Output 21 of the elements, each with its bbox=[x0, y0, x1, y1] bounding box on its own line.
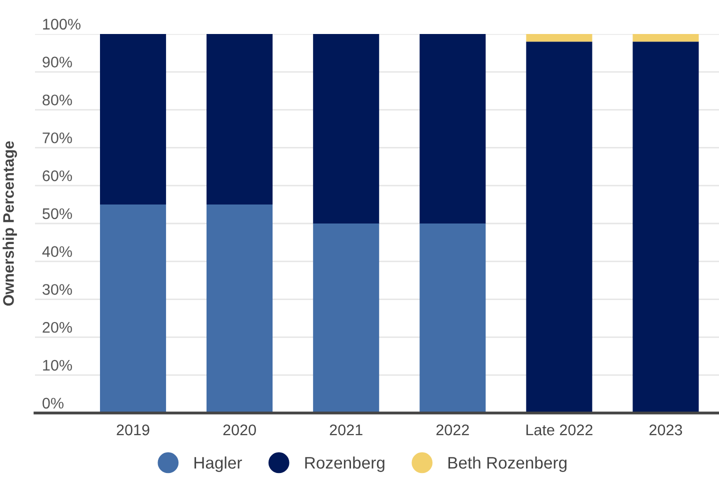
y-tick-label: 50% bbox=[42, 208, 72, 220]
x-tick-label: Late 2022 bbox=[526, 424, 592, 436]
y-tick-label: 70% bbox=[42, 132, 72, 144]
legend-label: Rozenberg bbox=[305, 456, 384, 472]
x-tick-label: 2021 bbox=[330, 424, 362, 436]
y-tick-label: 100% bbox=[43, 18, 80, 30]
x-tick-label: 2019 bbox=[116, 424, 150, 436]
y-tick-label: 0% bbox=[42, 398, 64, 409]
y-axis-title: Ownership Percentage bbox=[2, 141, 17, 306]
y-tick-label: 10% bbox=[43, 360, 72, 371]
y-tick-label: 20% bbox=[42, 322, 72, 333]
y-tick-label: 80% bbox=[42, 94, 72, 106]
x-tick-label: 2022 bbox=[436, 424, 469, 436]
y-tick-label: 40% bbox=[42, 246, 72, 257]
x-tick-label: 2020 bbox=[223, 424, 256, 436]
x-tick-label: 2023 bbox=[650, 424, 682, 436]
y-tick-label: 60% bbox=[42, 170, 72, 182]
y-tick-label: 30% bbox=[42, 284, 72, 295]
legend-label: Hagler bbox=[194, 456, 242, 472]
legend-label: Beth Rozenberg bbox=[448, 456, 566, 472]
y-tick-label: 90% bbox=[42, 56, 72, 68]
